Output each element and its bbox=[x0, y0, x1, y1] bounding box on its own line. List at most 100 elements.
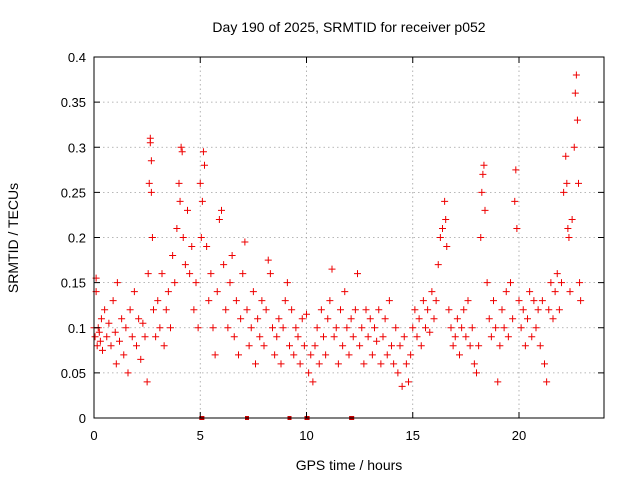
data-point bbox=[226, 279, 234, 287]
axis-ticks bbox=[93, 56, 604, 419]
data-point bbox=[496, 342, 504, 350]
data-point bbox=[307, 351, 315, 359]
data-point bbox=[243, 306, 251, 314]
data-point bbox=[334, 360, 342, 368]
data-point bbox=[515, 297, 523, 305]
data-point bbox=[309, 378, 317, 386]
data-point bbox=[173, 224, 181, 232]
data-point bbox=[126, 306, 134, 314]
data-point bbox=[222, 306, 230, 314]
data-point bbox=[521, 342, 529, 350]
data-point bbox=[215, 215, 223, 223]
data-point bbox=[156, 324, 164, 332]
data-point bbox=[571, 89, 579, 97]
data-point bbox=[109, 297, 117, 305]
data-point bbox=[466, 342, 474, 350]
data-point bbox=[220, 261, 228, 269]
data-point bbox=[171, 279, 179, 287]
data-point bbox=[281, 297, 289, 305]
data-point bbox=[543, 378, 551, 386]
data-point bbox=[565, 234, 573, 241]
data-point bbox=[139, 319, 147, 327]
x-tick-label: 15 bbox=[406, 428, 420, 443]
data-point bbox=[396, 342, 404, 350]
data-point bbox=[479, 170, 487, 178]
data-point bbox=[566, 288, 574, 296]
data-point bbox=[294, 333, 302, 341]
data-point bbox=[356, 342, 364, 350]
data-point bbox=[500, 324, 508, 332]
data-point bbox=[351, 306, 359, 314]
data-point bbox=[424, 306, 432, 314]
data-point bbox=[519, 306, 527, 314]
data-point bbox=[555, 306, 563, 314]
data-point bbox=[258, 297, 266, 305]
data-point bbox=[290, 351, 298, 359]
data-point bbox=[441, 197, 449, 205]
data-point bbox=[99, 346, 106, 354]
data-point bbox=[475, 342, 483, 350]
data-point bbox=[260, 342, 268, 350]
data-point bbox=[228, 252, 236, 260]
data-point bbox=[264, 256, 272, 264]
data-point bbox=[347, 315, 355, 323]
data-point bbox=[218, 206, 225, 214]
data-point bbox=[568, 215, 576, 223]
data-point bbox=[164, 288, 172, 296]
data-point bbox=[143, 378, 151, 386]
data-point bbox=[545, 306, 553, 314]
data-point bbox=[339, 342, 347, 350]
data-point bbox=[196, 179, 204, 187]
data-point bbox=[343, 324, 351, 332]
data-point bbox=[564, 224, 572, 232]
data-point bbox=[419, 297, 427, 305]
data-point bbox=[326, 297, 334, 305]
y-tick-label: 0.3 bbox=[68, 140, 86, 155]
data-point bbox=[324, 315, 332, 323]
data-point bbox=[116, 337, 123, 345]
data-point bbox=[492, 324, 500, 332]
data-point bbox=[245, 342, 253, 350]
data-point bbox=[549, 315, 557, 323]
data-point bbox=[513, 224, 521, 232]
data-point bbox=[560, 188, 568, 196]
data-point bbox=[254, 315, 262, 323]
data-point bbox=[417, 342, 425, 350]
data-point bbox=[413, 333, 421, 341]
data-point bbox=[394, 369, 402, 377]
y-tick-label: 0.1 bbox=[68, 321, 86, 336]
data-point bbox=[541, 360, 548, 368]
data-point bbox=[286, 342, 293, 350]
data-point bbox=[562, 152, 570, 160]
data-point bbox=[464, 297, 472, 305]
data-point bbox=[103, 333, 111, 341]
data-point bbox=[379, 333, 387, 341]
y-tick-label: 0.2 bbox=[68, 231, 86, 246]
data-point bbox=[532, 324, 540, 332]
data-point bbox=[362, 306, 370, 314]
data-point bbox=[553, 270, 561, 278]
data-point bbox=[211, 351, 219, 359]
data-point bbox=[181, 261, 189, 269]
data-point bbox=[93, 342, 101, 350]
data-point bbox=[145, 179, 153, 187]
data-point bbox=[201, 161, 208, 169]
data-point bbox=[443, 243, 451, 251]
data-point bbox=[400, 333, 408, 341]
data-point bbox=[322, 351, 330, 359]
data-point bbox=[112, 360, 120, 368]
y-tick-label: 0.05 bbox=[61, 366, 86, 381]
data-point bbox=[91, 333, 99, 341]
data-point bbox=[188, 243, 196, 251]
data-point bbox=[487, 333, 495, 341]
data-point bbox=[570, 143, 578, 151]
data-point bbox=[269, 324, 276, 332]
data-point bbox=[576, 279, 584, 287]
data-point bbox=[207, 270, 215, 278]
data-point bbox=[551, 288, 559, 296]
data-point bbox=[430, 315, 438, 323]
data-point bbox=[512, 166, 520, 174]
data-point bbox=[224, 324, 232, 332]
y-axis-label: SRMTID / TECUs bbox=[5, 183, 21, 293]
data-point bbox=[415, 315, 423, 323]
